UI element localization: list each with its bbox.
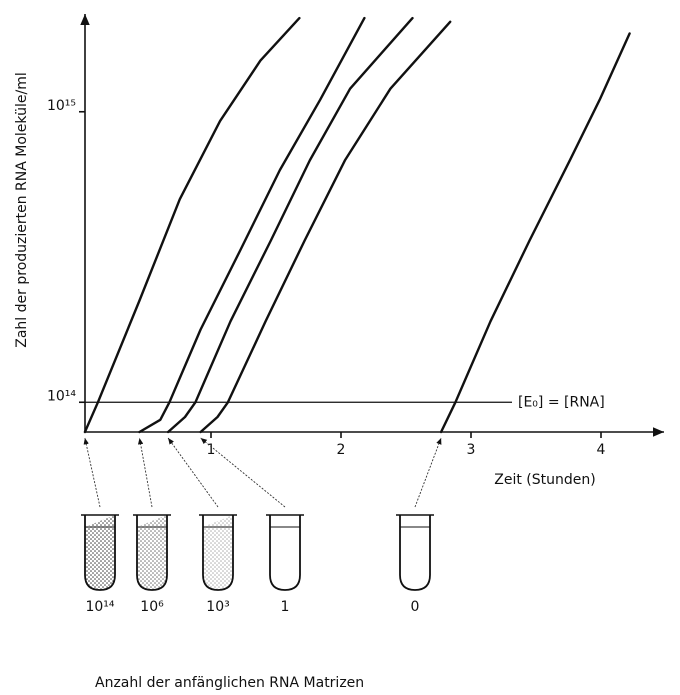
curve [199,20,452,434]
pointer-arrow [137,437,153,508]
legend-label: 0 [411,599,420,615]
y-tick-label: 10¹⁴ [47,388,76,404]
pointer-arrow [167,437,219,508]
caption: Anzahl der anfänglichen RNA Matrizen [95,675,364,691]
legend-label: 1 [281,599,290,615]
test-tube [269,515,301,591]
tube-contents [203,515,233,590]
legend-label: 10³ [206,599,229,615]
x-tick-label: 1 [207,442,216,458]
x-axis-label: Zeit (Stunden) [494,472,595,488]
annotation: [E₀] = [RNA] [518,394,605,410]
curve [166,16,414,434]
legend-label: 10⁶ [140,599,164,615]
pointer-arrow [200,437,286,508]
test-tube [202,515,234,591]
tube-contents [85,515,115,590]
curve [83,16,301,434]
pointer-arrow [83,437,101,508]
legend-label: 10¹⁴ [85,599,114,615]
curve [439,32,631,434]
tube-contents [137,515,167,590]
y-tick-label: 10¹⁵ [47,98,76,114]
x-tick-label: 2 [337,442,346,458]
test-tube [84,515,116,591]
y-axis-label: Zahl der produzierten RNA Moleküle/ml [14,72,30,347]
x-tick-label: 3 [467,442,476,458]
test-tube [399,515,431,591]
curve [138,16,366,434]
x-tick-label: 4 [597,442,606,458]
pointer-arrow [414,437,442,508]
test-tube [136,515,168,591]
